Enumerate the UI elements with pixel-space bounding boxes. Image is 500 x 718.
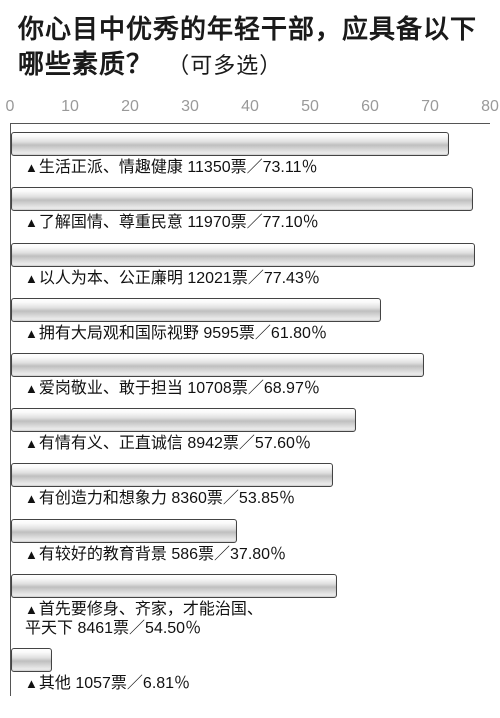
bar-label: ▲以人为本、公正廉明 12021票／77.43％ <box>11 267 490 292</box>
bar-row: ▲有情有义、正直诚信 8942票／57.60％ <box>11 408 490 457</box>
title-sub: （可多选） <box>167 53 282 78</box>
bar-label: ▲有较好的教育背景 586票／37.80％ <box>11 543 490 568</box>
chart-title: 你心目中优秀的年轻干部，应具备以下哪些素质？ （可多选） <box>0 0 500 86</box>
x-tick: 20 <box>121 98 139 116</box>
bar-row: ▲其他 1057票／6.81％ <box>11 648 490 697</box>
x-tick: 70 <box>421 98 439 116</box>
bar-label: ▲首先要修身、齐家，才能治国、平天下 8461票／54.50％ <box>11 598 490 642</box>
bar <box>11 463 333 487</box>
x-tick: 30 <box>181 98 199 116</box>
bar <box>11 408 356 432</box>
bar-chart: 01020304050607080 ▲生活正派、情趣健康 11350票／73.1… <box>10 96 490 696</box>
x-axis: 01020304050607080 <box>10 96 490 124</box>
bar-row: ▲生活正派、情趣健康 11350票／73.11％ <box>11 132 490 181</box>
bar-row: ▲以人为本、公正廉明 12021票／77.43％ <box>11 243 490 292</box>
bar-row: ▲爱岗敬业、敢于担当 10708票／68.97％ <box>11 353 490 402</box>
plot-area: ▲生活正派、情趣健康 11350票／73.11％ ▲了解国情、尊重民意 11970… <box>10 124 490 696</box>
x-tick: 10 <box>61 98 79 116</box>
x-tick: 40 <box>241 98 259 116</box>
x-tick: 50 <box>301 98 319 116</box>
triangle-icon: ▲ <box>25 676 38 691</box>
bar <box>11 574 337 598</box>
bar-label: ▲生活正派、情趣健康 11350票／73.11％ <box>11 156 490 181</box>
triangle-icon: ▲ <box>25 160 38 175</box>
triangle-icon: ▲ <box>25 547 38 562</box>
bar <box>11 187 473 211</box>
triangle-icon: ▲ <box>25 215 38 230</box>
bar-row: ▲有较好的教育背景 586票／37.80％ <box>11 519 490 568</box>
triangle-icon: ▲ <box>25 436 38 451</box>
bar <box>11 243 475 267</box>
bar-label: ▲了解国情、尊重民意 11970票／77.10％ <box>11 211 490 236</box>
bar-row: ▲了解国情、尊重民意 11970票／77.10％ <box>11 187 490 236</box>
bar <box>11 298 381 322</box>
bar <box>11 519 237 543</box>
bar <box>11 648 52 672</box>
x-tick: 80 <box>481 98 499 116</box>
x-tick: 60 <box>361 98 379 116</box>
bar-row: ▲首先要修身、齐家，才能治国、平天下 8461票／54.50％ <box>11 574 490 642</box>
bar <box>11 353 424 377</box>
x-tick: 0 <box>6 98 15 116</box>
bar-label: ▲有情有义、正直诚信 8942票／57.60％ <box>11 432 490 457</box>
bar-row: ▲拥有大局观和国际视野 9595票／61.80％ <box>11 298 490 347</box>
bar-label: ▲其他 1057票／6.81％ <box>11 672 490 697</box>
bar-label: ▲有创造力和想象力 8360票／53.85％ <box>11 487 490 512</box>
triangle-icon: ▲ <box>25 491 38 506</box>
bar-label: ▲拥有大局观和国际视野 9595票／61.80％ <box>11 322 490 347</box>
triangle-icon: ▲ <box>25 271 38 286</box>
triangle-icon: ▲ <box>25 602 38 617</box>
bar-label: ▲爱岗敬业、敢于担当 10708票／68.97％ <box>11 377 490 402</box>
bar-row: ▲有创造力和想象力 8360票／53.85％ <box>11 463 490 512</box>
triangle-icon: ▲ <box>25 326 38 341</box>
triangle-icon: ▲ <box>25 381 38 396</box>
bar <box>11 132 449 156</box>
